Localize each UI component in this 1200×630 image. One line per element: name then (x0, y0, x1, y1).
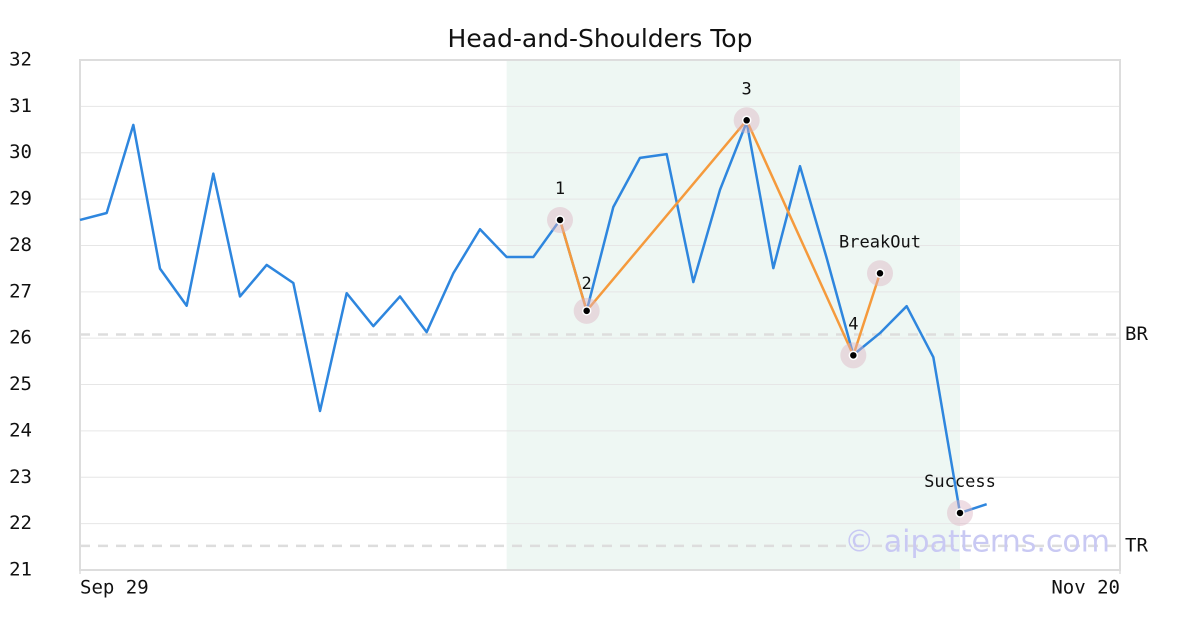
chart-title: Head-and-Shoulders Top (448, 24, 753, 53)
level-label: BR (1125, 323, 1148, 345)
y-tick-label: 29 (9, 188, 32, 210)
x-tick-label: Sep 29 (80, 577, 149, 599)
pattern-point (848, 350, 859, 361)
pattern-label: 2 (582, 274, 592, 294)
pattern-label: BreakOut (839, 232, 921, 252)
y-tick-label: 22 (9, 512, 32, 534)
pattern-label: 1 (555, 179, 565, 199)
y-tick-label: 27 (9, 280, 32, 302)
pattern-label: 4 (848, 314, 858, 334)
pattern-point (955, 508, 965, 518)
y-tick-label: 24 (9, 419, 32, 441)
y-tick-label: 23 (9, 466, 32, 488)
y-tick-label: 31 (9, 95, 32, 117)
pattern-region (506, 60, 960, 570)
y-tick-label: 26 (9, 327, 32, 349)
pattern-point (875, 268, 885, 279)
x-tick-label: Nov 20 (1051, 577, 1120, 599)
plot-frame (79, 59, 1121, 571)
pattern-point (555, 215, 565, 225)
y-tick-label: 32 (9, 49, 32, 71)
pattern-label: 3 (742, 79, 752, 99)
y-tick-label: 30 (9, 141, 32, 163)
pattern-label: Success (924, 472, 996, 492)
price-line (79, 120, 988, 515)
y-tick-label: 25 (9, 373, 32, 395)
level-label: TR (1125, 534, 1148, 556)
pattern-point (741, 115, 752, 126)
y-tick-label: 28 (9, 234, 32, 256)
watermark: © aipatterns.com (844, 525, 1110, 560)
y-tick-label: 21 (9, 559, 32, 581)
pattern-point (581, 306, 592, 316)
